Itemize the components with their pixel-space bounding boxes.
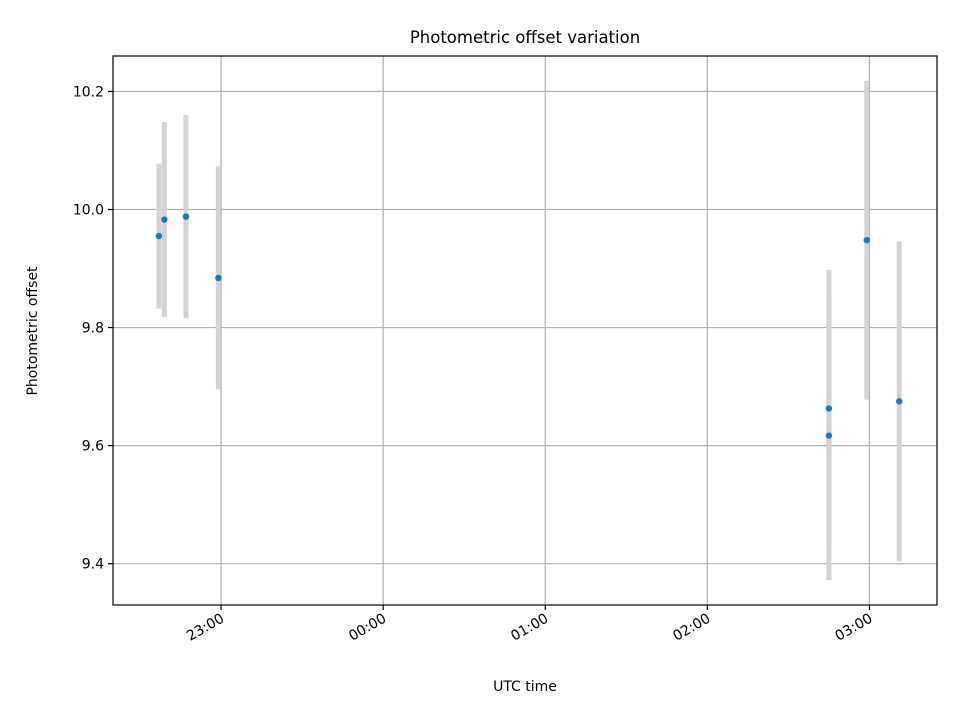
y-tick-label: 9.6 [82, 439, 104, 455]
data-point [161, 216, 168, 223]
y-tick-label: 10.2 [73, 84, 104, 100]
x-axis-label: UTC time [493, 679, 557, 695]
data-point [863, 236, 870, 244]
y-tick-label: 10.0 [73, 202, 104, 218]
plot-frame [112, 55, 938, 606]
grid [113, 56, 937, 605]
data-point [182, 213, 190, 220]
data-point [825, 432, 833, 439]
data-point [155, 232, 163, 240]
y-tick-label: 9.4 [82, 557, 104, 573]
data-point [895, 398, 903, 405]
data-point [825, 405, 833, 412]
y-axis-ticks: 9.4 9.6 9.8 10.0 10.2 [73, 84, 113, 573]
chart-title: Photometric offset variation [410, 28, 640, 47]
y-axis-label: Photometric offset [25, 266, 41, 396]
data-point [215, 274, 222, 282]
data-points [155, 213, 903, 439]
y-tick-label: 9.8 [82, 321, 104, 337]
